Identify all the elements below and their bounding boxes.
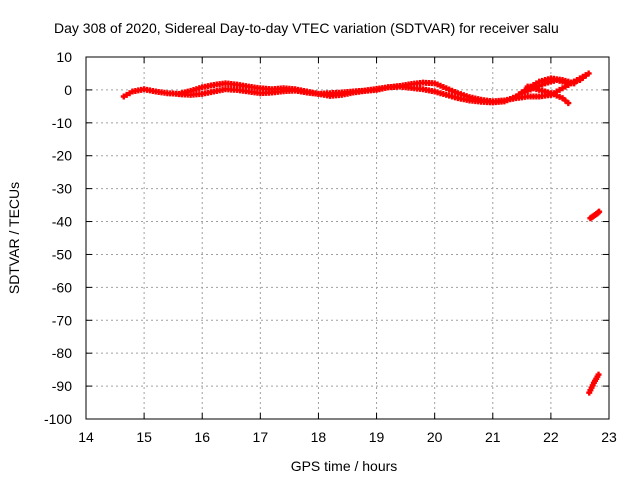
axis-ticks — [85, 56, 610, 420]
y-tick-label: 10 — [56, 49, 72, 65]
x-tick-label: 18 — [311, 429, 327, 445]
series-main-track-d — [524, 83, 572, 107]
series-cluster-near-minus-38 — [587, 208, 603, 222]
y-tick-label: -60 — [52, 279, 72, 295]
data-point — [596, 208, 603, 215]
x-tick-label: 23 — [601, 429, 617, 445]
x-tick-label: 16 — [194, 429, 210, 445]
y-tick-label: -30 — [52, 181, 72, 197]
x-tick-label: 17 — [253, 429, 269, 445]
data-point — [595, 371, 602, 378]
y-tick-label: -20 — [52, 148, 72, 164]
series-cluster-near-minus-90 — [586, 371, 602, 396]
plot-frame — [85, 56, 610, 420]
grid-lines — [86, 57, 609, 419]
x-tick-label: 14 — [78, 429, 94, 445]
x-tick-label: 21 — [485, 429, 501, 445]
x-tick-label: 19 — [369, 429, 385, 445]
x-tick-label: 15 — [136, 429, 152, 445]
series-main-track-b — [175, 75, 578, 106]
data-points — [120, 70, 603, 396]
y-tick-label: -40 — [52, 214, 72, 230]
y-tick-label: -10 — [52, 115, 72, 131]
y-tick-label: -50 — [52, 246, 72, 262]
y-tick-label: -90 — [52, 378, 72, 394]
x-tick-label: 20 — [427, 429, 443, 445]
data-point — [585, 70, 592, 77]
y-tick-label: -70 — [52, 312, 72, 328]
chart-title: Day 308 of 2020, Sidereal Day-to-day VTE… — [54, 20, 559, 36]
x-axis-title: GPS time / hours — [291, 458, 398, 474]
y-tick-label: -100 — [44, 411, 72, 427]
y-tick-label: -80 — [52, 345, 72, 361]
y-axis-title: SDTVAR / TECUs — [6, 182, 22, 294]
x-tick-labels: 14 15 16 17 18 19 20 21 22 23 — [78, 429, 617, 445]
x-tick-label: 22 — [543, 429, 559, 445]
y-tick-label: 0 — [64, 82, 72, 98]
y-tick-labels: 10 0 -10 -20 -30 -40 -50 -60 -70 -80 -90 -100 — [44, 49, 72, 427]
data-point — [565, 100, 572, 107]
